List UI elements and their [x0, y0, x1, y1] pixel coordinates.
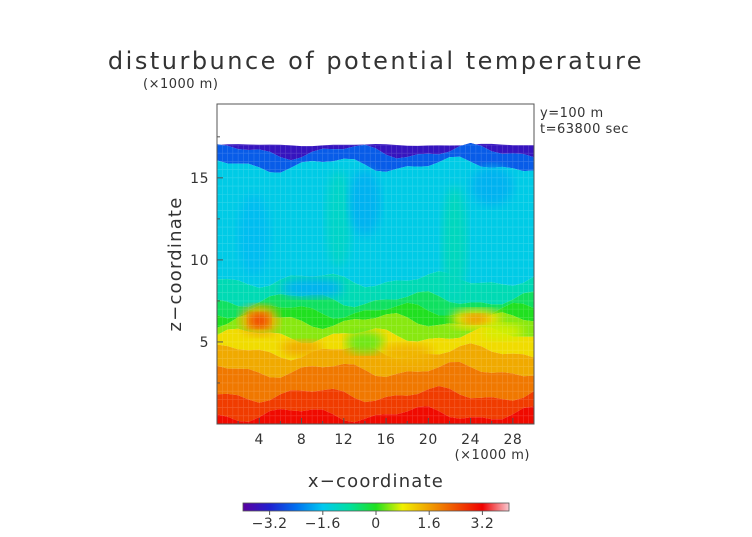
x-axis-label: x−coordinate [308, 471, 444, 492]
y-axis: 5 10 15 [190, 136, 223, 384]
anomaly-blob [280, 277, 344, 298]
y-tick-label: 15 [190, 171, 209, 187]
anomaly-blob [442, 186, 468, 301]
contour-band [217, 291, 534, 319]
anomaly-blob [380, 343, 434, 364]
x-tick-label: 4 [255, 432, 264, 448]
colorbar-strip [242, 502, 510, 512]
colorbar: −3.2 −1.6 0 1.6 3.2 [242, 502, 510, 532]
x-tick-label: 20 [419, 432, 438, 448]
info-line-t: t=63800 sec [540, 122, 629, 137]
x-unit-label: (×1000 m) [455, 448, 530, 463]
contour-band [217, 312, 534, 344]
x-tick-label: 24 [461, 432, 480, 448]
x-tick-label: 28 [503, 432, 522, 448]
contour-band [217, 143, 534, 161]
y-tick-label: 5 [200, 335, 209, 351]
colorbar-tick-label: 3.2 [471, 516, 495, 532]
contour-band [217, 362, 534, 403]
grid-texture [217, 144, 534, 424]
colorbar-tick-label: 1.6 [417, 516, 441, 532]
anomaly-blob [481, 323, 524, 341]
anomaly-blob [470, 166, 513, 206]
colorbar-tick-label: −3.2 [252, 516, 288, 532]
colorbar-tick-label: 0 [371, 516, 380, 532]
y-unit-label: (×1000 m) [143, 77, 218, 92]
contour-band [217, 143, 534, 173]
anomaly-blob [463, 314, 489, 324]
plot-frame [216, 103, 535, 425]
anomaly-blob [280, 340, 323, 357]
x-axis: 4 8 12 16 20 24 28 [237, 418, 522, 448]
y-axis-label: z−coordinate [165, 197, 186, 332]
x-tick-label: 8 [297, 432, 306, 448]
contour-band [217, 386, 534, 423]
anomaly-blob [349, 169, 381, 236]
anomaly-blob [325, 169, 352, 269]
y-tick-label: 10 [190, 253, 209, 269]
field-layer [217, 143, 534, 424]
contour-band [217, 406, 534, 424]
contour-band [217, 343, 534, 378]
info-line-y: y=100 m [540, 106, 604, 121]
x-tick-label: 16 [377, 432, 396, 448]
chart-title: disturbunce of potential temperature [108, 47, 644, 75]
x-tick-label: 12 [334, 432, 353, 448]
anomaly-blob [238, 194, 270, 277]
anomaly-blobs [238, 166, 524, 364]
colorbar-tick-label: −1.6 [305, 516, 341, 532]
anomaly-blob [345, 330, 384, 354]
anomaly-blob [248, 313, 270, 328]
